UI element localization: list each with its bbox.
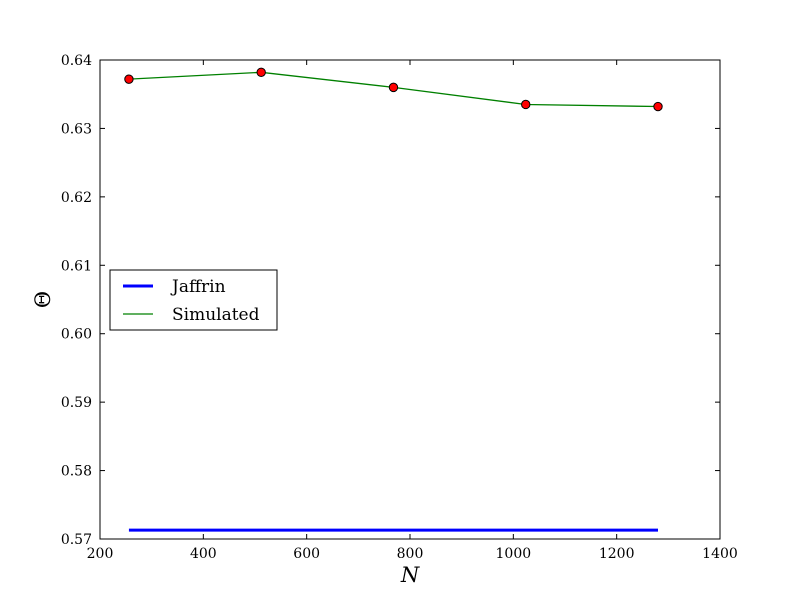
y-tick-label: 0.62 — [61, 190, 92, 206]
y-tick-label: 0.60 — [61, 327, 92, 343]
data-point-simulated — [256, 67, 266, 78]
legend-label-jaffrin: Jaffrin — [170, 277, 226, 297]
plot-area — [124, 67, 663, 532]
y-tick-label: 0.64 — [61, 53, 92, 69]
y-tick-label: 0.58 — [61, 464, 92, 480]
x-tick-label: 400 — [190, 546, 217, 562]
data-point-simulated — [124, 74, 134, 84]
plot-frame — [99, 59, 721, 540]
data-point-simulated — [653, 101, 663, 112]
legend-box — [109, 269, 278, 331]
y-tick-label: 0.61 — [61, 258, 92, 274]
x-tick-label: 200 — [87, 546, 114, 562]
data-point-simulated — [388, 82, 399, 93]
x-tick-label: 800 — [397, 546, 424, 562]
axis-ticks: 200 400 600 800 1000 1200 1400 0.57 0.58 0.59 0.60… — [61, 53, 738, 562]
y-tick-label: 0.59 — [61, 395, 92, 411]
y-axis-label: Θ — [31, 291, 55, 308]
legend-label-simulated: Simulated — [172, 305, 260, 325]
legend: Jaffrin Simulated — [109, 269, 278, 331]
x-axis-label: N — [400, 563, 420, 587]
data-point-simulated — [521, 99, 531, 110]
y-tick-label: 0.63 — [61, 121, 92, 137]
y-tick-label: 0.57 — [61, 532, 92, 548]
x-tick-label: 1000 — [496, 546, 532, 562]
x-tick-label: 1200 — [599, 546, 635, 562]
x-tick-label: 1400 — [702, 546, 738, 562]
x-tick-label: 600 — [293, 546, 320, 562]
